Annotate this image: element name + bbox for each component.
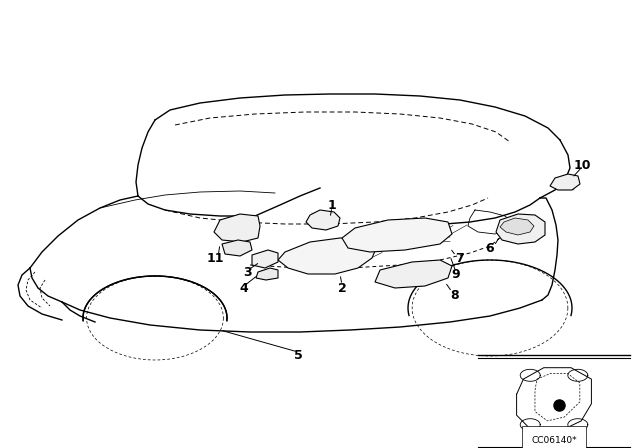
Polygon shape: [500, 218, 534, 235]
Text: 6: 6: [486, 241, 494, 254]
Polygon shape: [214, 214, 260, 242]
Polygon shape: [252, 250, 278, 268]
Text: 5: 5: [294, 349, 302, 362]
Text: 7: 7: [456, 251, 465, 264]
Polygon shape: [222, 240, 252, 256]
Text: 2: 2: [338, 281, 346, 294]
Polygon shape: [256, 268, 278, 280]
Polygon shape: [496, 214, 545, 244]
Text: 8: 8: [451, 289, 460, 302]
Polygon shape: [278, 238, 378, 274]
Text: 11: 11: [206, 251, 224, 264]
Text: 3: 3: [244, 266, 252, 279]
Polygon shape: [342, 218, 452, 252]
Text: 1: 1: [328, 198, 337, 211]
Polygon shape: [306, 210, 340, 230]
Polygon shape: [375, 260, 452, 288]
Text: CC06140*: CC06140*: [531, 435, 577, 444]
Text: 9: 9: [452, 267, 460, 280]
Text: 4: 4: [239, 281, 248, 294]
Text: 10: 10: [573, 159, 591, 172]
Polygon shape: [550, 174, 580, 190]
